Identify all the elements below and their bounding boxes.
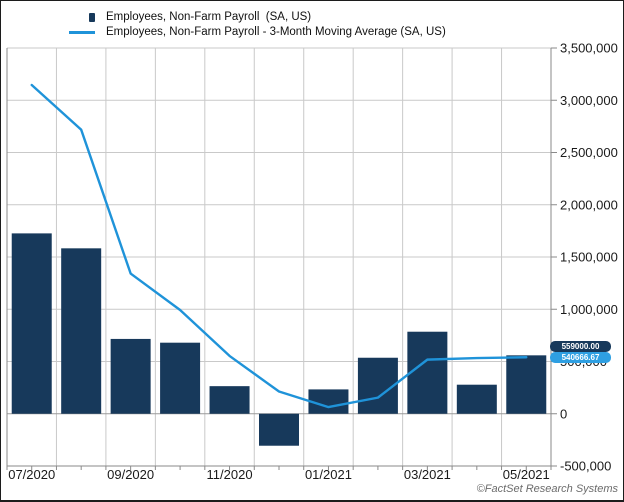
x-axis-label: 01/2021 — [305, 467, 352, 482]
last-value-chip-bar: 559000.00 — [550, 341, 611, 352]
y-axis-label: -500,000 — [560, 459, 611, 474]
y-axis-label: 2,000,000 — [560, 197, 618, 212]
y-axis-label: 3,000,000 — [560, 93, 618, 108]
payroll-bar — [357, 357, 398, 414]
line-series-swatch-icon — [69, 30, 95, 34]
x-axis-label: 03/2021 — [404, 467, 451, 482]
payroll-bar — [308, 389, 349, 414]
y-axis-label: 1,500,000 — [560, 250, 618, 265]
bar-series-swatch-icon — [89, 12, 95, 22]
y-axis-label: 2,500,000 — [560, 145, 618, 160]
payroll-bar — [407, 331, 448, 414]
x-axis-label: 07/2020 — [8, 467, 55, 482]
y-axis-label: 1,000,000 — [560, 302, 618, 317]
payroll-bar — [506, 355, 547, 414]
last-value-chip-line: 540666.67 — [550, 352, 611, 363]
legend-item-payroll: Employees, Non-Farm Payroll (SA, US) — [61, 10, 446, 24]
payroll-bar — [160, 342, 201, 414]
x-axis-label: 11/2020 — [207, 467, 253, 482]
y-axis-label: 0 — [560, 406, 567, 421]
factset-copyright: ©FactSet Research Systems — [476, 483, 618, 495]
payroll-bar — [11, 233, 52, 414]
x-axis-label: 05/2021 — [503, 467, 550, 482]
chart-legend: Employees, Non-Farm Payroll (SA, US) Emp… — [61, 10, 446, 39]
legend-item-moving-average: Employees, Non-Farm Payroll - 3-Month Mo… — [61, 25, 446, 39]
legend-label-payroll: Employees, Non-Farm Payroll (SA, US) — [106, 11, 312, 23]
payroll-bar — [61, 248, 102, 414]
x-axis-label: 09/2020 — [107, 467, 154, 482]
payroll-bar — [456, 384, 497, 414]
moving-average-line — [30, 83, 528, 409]
legend-label-moving-average: Employees, Non-Farm Payroll - 3-Month Mo… — [106, 26, 446, 38]
y-axis-label: 3,500,000 — [560, 41, 618, 56]
payroll-bar — [110, 338, 151, 414]
payroll-bar — [259, 413, 299, 446]
payroll-bar — [209, 386, 250, 414]
